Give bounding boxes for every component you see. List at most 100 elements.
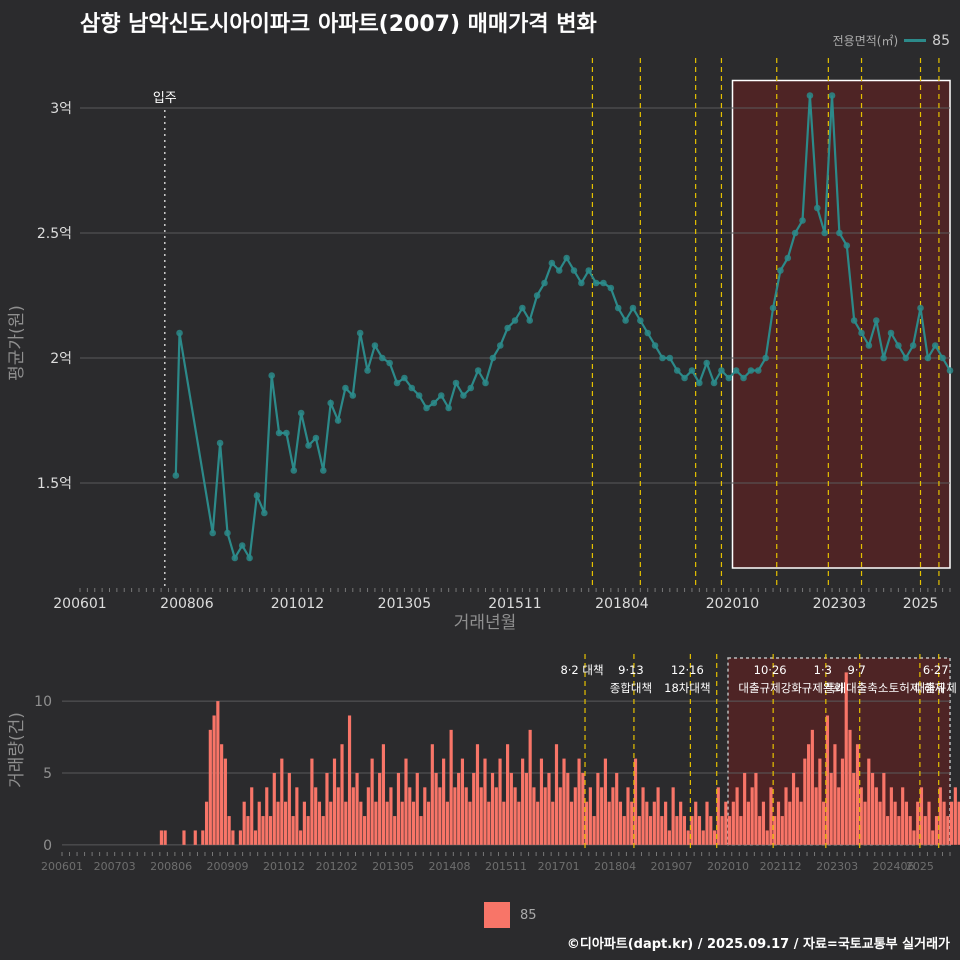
volume-bar [385, 801, 389, 845]
volume-bar [874, 787, 878, 845]
volume-bar [163, 830, 167, 845]
volume-bar [272, 772, 276, 845]
price-point [467, 384, 475, 392]
price-point [371, 342, 379, 349]
volume-bar [411, 801, 416, 845]
y-tick-label: 10 [34, 694, 52, 710]
x-tick-label: 201012 [263, 860, 305, 873]
volume-bar [803, 758, 807, 845]
volume-bar [611, 787, 615, 845]
price-point [261, 509, 268, 517]
volume-bar [897, 816, 901, 845]
volume-bar [852, 772, 856, 845]
volume-bar [746, 801, 750, 845]
volume-bar [592, 816, 596, 845]
volume-bar [652, 801, 656, 845]
volume-bar [291, 816, 295, 845]
volume-bar [908, 816, 912, 845]
x-tick-label: 201408 [429, 860, 471, 873]
volume-bar [539, 758, 544, 845]
volume-bar [761, 801, 766, 845]
price-point [703, 359, 710, 367]
volume-bar [660, 816, 664, 845]
price-point [334, 417, 342, 424]
volume-bar [735, 787, 739, 845]
y-tick-label: 1.5억 [37, 476, 72, 492]
volume-bar [938, 787, 942, 845]
x-tick-label: 201804 [594, 860, 636, 873]
volume-bar [739, 816, 743, 845]
volume-bar [622, 816, 626, 845]
price-point [644, 329, 652, 337]
x-tick-label: 200601 [53, 596, 106, 612]
volume-bar [840, 758, 845, 845]
volume-bar [445, 801, 449, 845]
volume-bar [882, 772, 886, 845]
volume-bar [528, 729, 532, 845]
volume-bar [833, 744, 837, 845]
volume-bar [957, 801, 960, 845]
volume-bar [573, 787, 577, 845]
x-tick-label: 200703 [94, 860, 136, 873]
price-point [614, 304, 622, 312]
volume-bar [453, 787, 457, 845]
legend-bar-label: 85 [520, 907, 537, 923]
price-point [548, 259, 556, 267]
price-point [445, 404, 452, 412]
volume-bar [509, 772, 513, 845]
x-axis-title: 거래년월 [454, 613, 517, 633]
x-tick-label: 201701 [538, 860, 580, 873]
volume-bar [250, 787, 254, 845]
volume-bar [257, 801, 261, 845]
price-point [718, 367, 725, 374]
volume-bar [370, 758, 374, 845]
volume-bar [490, 772, 495, 845]
volume-bar [637, 816, 641, 845]
volume-bar [551, 801, 555, 845]
price-point [895, 342, 902, 349]
price-point [408, 384, 416, 392]
volume-bar [212, 715, 216, 845]
volume-bar [664, 801, 668, 845]
policy-label: 9·7 [848, 663, 866, 677]
volume-bar [743, 772, 747, 845]
volume-bar [532, 787, 536, 845]
volume-bar [776, 801, 781, 845]
volume-bar [265, 787, 269, 845]
volume-bar [878, 801, 882, 845]
volume-bar [837, 787, 841, 845]
x-tick-label: 202303 [816, 860, 858, 873]
price-point [430, 399, 438, 407]
price-point [393, 379, 401, 387]
volume-bar [656, 787, 660, 845]
price-point [356, 329, 364, 337]
x-tick-label: 2025 [903, 596, 939, 612]
legend-line-swatch [904, 39, 927, 42]
volume-bar [923, 816, 927, 845]
volume-bar [284, 801, 288, 845]
price-point [364, 367, 371, 374]
volume-bar [242, 801, 246, 845]
volume-bar [795, 787, 799, 845]
volume-bar [415, 772, 419, 845]
volume-bar [754, 772, 758, 845]
price-point [327, 399, 334, 407]
volume-bar [457, 772, 461, 845]
volume-bar [679, 801, 683, 845]
volume-bar [479, 787, 483, 845]
price-point [629, 304, 637, 312]
price-point [622, 317, 629, 324]
price-point [401, 374, 408, 382]
volume-bar [332, 758, 337, 845]
price-point [836, 229, 843, 237]
policy-label: 토허제 해제 [889, 681, 946, 695]
volume-bar [355, 772, 359, 845]
volume-bar [645, 801, 649, 845]
volume-bar [517, 801, 521, 845]
price-point [799, 217, 806, 224]
volume-bar [799, 801, 803, 845]
volume-bar [807, 744, 811, 845]
volume-bar [393, 816, 397, 845]
price-point [305, 442, 312, 449]
volume-bar [844, 672, 848, 845]
